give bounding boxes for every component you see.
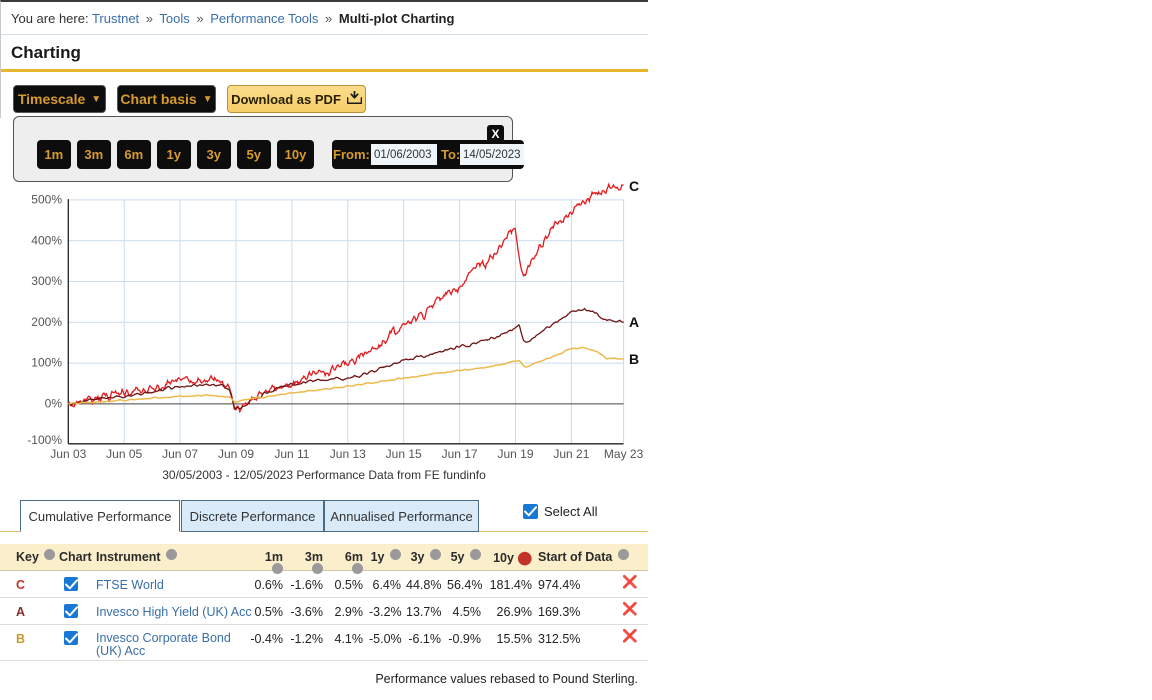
svg-text:Jun 11: Jun 11 <box>274 447 309 461</box>
svg-text:Jun 15: Jun 15 <box>386 447 422 461</box>
svg-text:100%: 100% <box>31 356 62 370</box>
svg-text:Jun 07: Jun 07 <box>162 447 198 461</box>
svg-text:May 23: May 23 <box>604 447 644 461</box>
svg-text:Jun 05: Jun 05 <box>106 447 142 461</box>
svg-text:500%: 500% <box>31 193 62 207</box>
svg-text:200%: 200% <box>31 315 62 329</box>
svg-text:Jun 21: Jun 21 <box>553 447 589 461</box>
svg-text:400%: 400% <box>31 233 62 247</box>
svg-text:Jun 13: Jun 13 <box>330 447 366 461</box>
svg-text:0%: 0% <box>45 397 63 411</box>
svg-text:-100%: -100% <box>27 433 62 447</box>
svg-text:Jun 03: Jun 03 <box>50 447 86 461</box>
svg-text:Jun 09: Jun 09 <box>218 447 254 461</box>
svg-text:Jun 19: Jun 19 <box>497 447 533 461</box>
svg-text:Jun 17: Jun 17 <box>442 447 478 461</box>
svg-text:300%: 300% <box>31 274 62 288</box>
